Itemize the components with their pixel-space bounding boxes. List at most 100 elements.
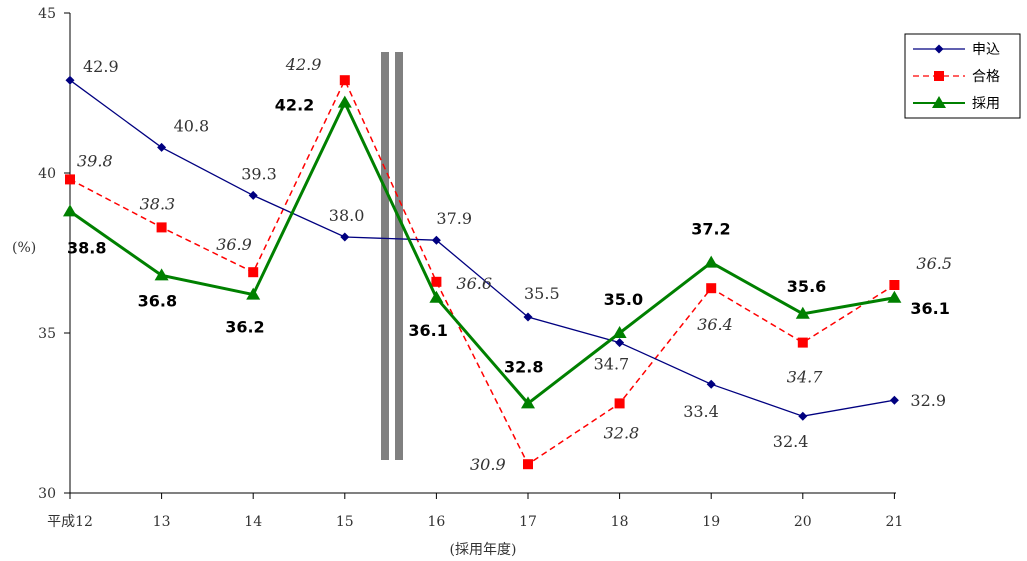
- data-label: 39.3: [241, 164, 277, 183]
- data-label: 30.9: [470, 455, 506, 474]
- x-tick-labels: 平成12 13 14 15 16 17 18 19 20 21: [47, 493, 903, 530]
- data-point: [797, 337, 808, 348]
- data-label: 32.8: [604, 423, 640, 442]
- x-tick-label: 14: [244, 514, 262, 530]
- legend-item: 申込: [913, 42, 1000, 58]
- x-tick-label: 17: [519, 514, 537, 530]
- y-axis-label: (%): [12, 240, 36, 256]
- x-tick-label: 15: [336, 514, 354, 530]
- data-label: 36.1: [408, 321, 447, 340]
- data-point: [248, 190, 258, 200]
- legend-label: 合格: [972, 69, 1000, 85]
- y-tick-label-30: 30: [38, 486, 56, 502]
- data-point: [615, 338, 625, 348]
- data-label: 39.8: [77, 151, 113, 170]
- data-point: [431, 276, 442, 287]
- data-point: [614, 398, 625, 409]
- chart-axes: 45 40 35 30 (%) (採用年度): [12, 6, 896, 558]
- data-point: [521, 396, 535, 409]
- legend-item: 採用: [913, 96, 1000, 112]
- data-label: 32.8: [504, 357, 543, 376]
- chart-series: 42.9 40.8 39.3 38.0 37.9 35.5 34.7 33.4 32.4 32.9…: [63, 55, 952, 474]
- data-point: [339, 75, 350, 86]
- data-point: [934, 71, 944, 81]
- data-point: [798, 411, 808, 421]
- series-diamond: [65, 75, 899, 421]
- data-label: 42.9: [285, 55, 322, 74]
- data-point: [429, 290, 444, 303]
- data-point: [889, 395, 899, 405]
- x-tick-label: 平成12: [47, 514, 93, 530]
- x-tick-label: 13: [153, 514, 171, 530]
- series-line: [69, 78, 895, 466]
- data-label: 38.8: [67, 238, 106, 257]
- data-point: [706, 283, 717, 294]
- data-point: [340, 232, 350, 242]
- data-point: [154, 268, 169, 281]
- legend-label: 採用: [972, 96, 1000, 112]
- x-tick-label: 21: [885, 514, 903, 530]
- data-labels: 42.9 40.8 39.3 38.0 37.9 35.5 34.7 33.4 32.4 32.9…: [67, 55, 952, 474]
- y-tick-label-35: 35: [38, 326, 56, 342]
- data-label: 36.9: [216, 235, 252, 254]
- data-label: 35.5: [524, 284, 560, 303]
- series-line: [69, 79, 895, 417]
- data-point: [65, 174, 75, 185]
- series-triangle: [63, 95, 902, 409]
- data-point: [65, 75, 75, 85]
- data-label: 33.4: [683, 402, 719, 421]
- data-label: 40.8: [174, 116, 210, 135]
- x-axis-label: (採用年度): [450, 542, 517, 558]
- data-label: 35.6: [787, 277, 826, 296]
- data-label: 38.0: [329, 206, 365, 225]
- legend-label: 申込: [972, 42, 1000, 58]
- data-point: [431, 235, 441, 245]
- x-tick-label: 18: [611, 514, 629, 530]
- data-point: [523, 312, 533, 322]
- data-label: 32.9: [910, 391, 946, 410]
- data-label: 36.4: [697, 315, 733, 334]
- data-point: [248, 267, 259, 278]
- x-tick-label: 20: [794, 514, 812, 530]
- axis-break-bar-right: [395, 52, 403, 460]
- data-label: 38.3: [140, 194, 176, 213]
- data-label: 36.1: [910, 299, 949, 318]
- data-point: [337, 95, 352, 108]
- legend-item: 合格: [913, 69, 1000, 85]
- y-tick-label-40: 40: [38, 166, 56, 182]
- data-point: [246, 287, 261, 300]
- data-label: 36.5: [916, 254, 952, 273]
- data-point: [932, 96, 946, 108]
- data-label: 34.7: [787, 368, 823, 387]
- data-label: 34.7: [594, 355, 630, 374]
- data-point: [156, 222, 167, 233]
- data-label: 37.2: [691, 220, 730, 239]
- series-square: [65, 75, 900, 470]
- x-tick-label: 16: [427, 514, 445, 530]
- data-point: [889, 280, 900, 290]
- data-label: 36.8: [138, 291, 177, 310]
- data-point: [157, 142, 167, 152]
- data-label: 42.9: [83, 57, 119, 76]
- legend-box: [904, 33, 1021, 119]
- x-tick-label: 19: [702, 514, 720, 530]
- data-point: [523, 459, 533, 470]
- axis-break: [381, 52, 403, 460]
- data-label: 36.2: [225, 318, 264, 337]
- data-label: 32.4: [773, 432, 809, 451]
- series-line: [69, 99, 895, 406]
- data-point: [612, 326, 627, 338]
- data-point: [63, 204, 77, 217]
- data-point: [706, 379, 716, 389]
- data-point: [934, 44, 944, 54]
- data-label: 35.0: [604, 290, 643, 309]
- axis-break-bar-left: [381, 52, 389, 460]
- data-label: 36.6: [456, 274, 492, 293]
- data-label: 37.9: [436, 209, 472, 228]
- data-label: 42.2: [275, 96, 314, 115]
- data-point: [795, 306, 810, 319]
- y-tick-label-45: 45: [38, 6, 56, 22]
- data-point: [887, 290, 902, 303]
